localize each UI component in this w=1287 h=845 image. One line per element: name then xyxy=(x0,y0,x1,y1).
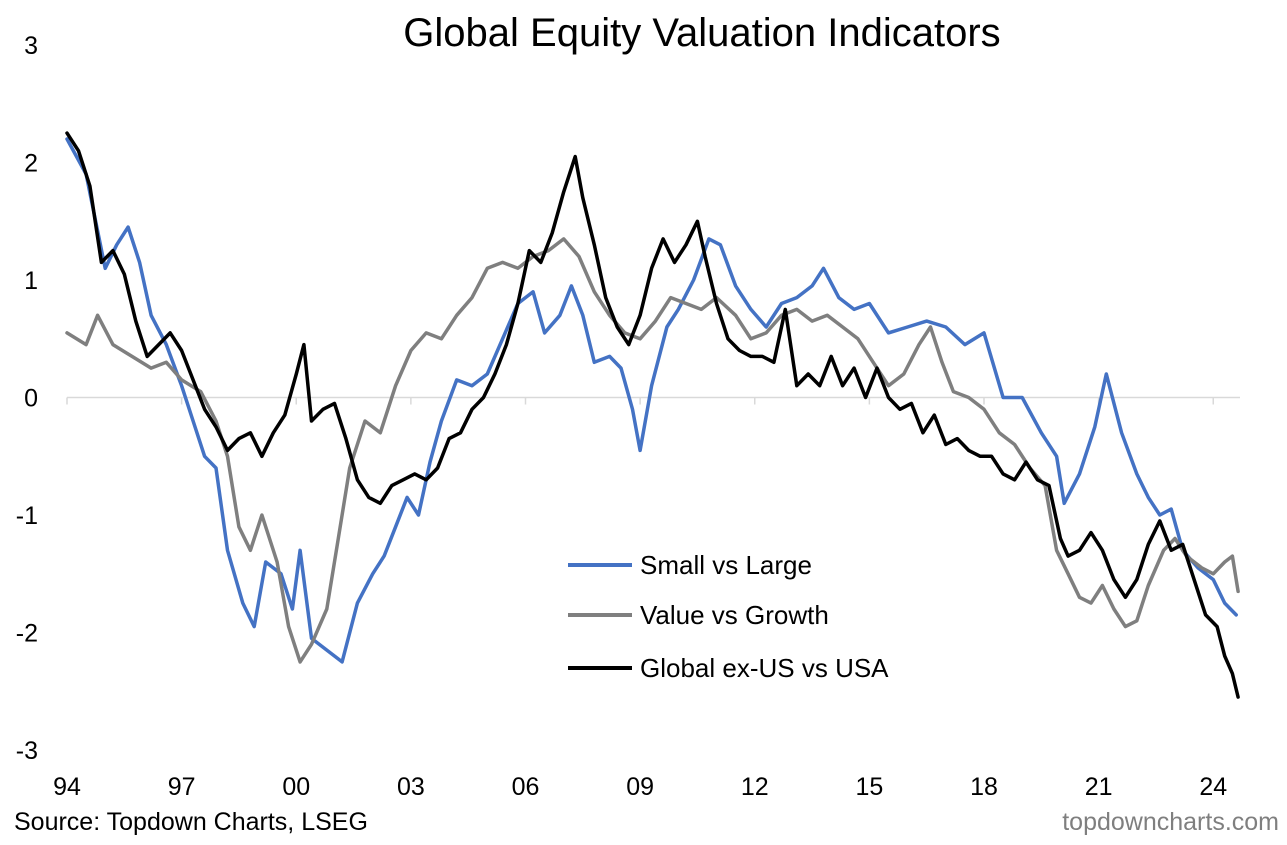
x-tick-label: 97 xyxy=(168,773,196,801)
y-tick-label: -1 xyxy=(16,502,38,530)
watermark-text: topdowncharts.com xyxy=(1062,808,1279,836)
y-axis-tick-labels: 3 2 1 0 -1 -2 -3 xyxy=(16,32,38,765)
legend: Small vs Large Value vs Growth Global ex-U… xyxy=(568,550,889,683)
source-note: Source: Topdown Charts, LSEG xyxy=(14,808,368,836)
y-tick-label: 3 xyxy=(24,32,38,60)
chart-title: Global Equity Valuation Indicators xyxy=(403,11,1000,55)
x-tick-label: 94 xyxy=(53,773,81,801)
y-tick-label: 0 xyxy=(24,385,38,413)
series-line-1 xyxy=(65,237,1240,664)
x-tick-label: 06 xyxy=(512,773,540,801)
x-tick-label: 15 xyxy=(855,773,883,801)
x-tick-label: 12 xyxy=(741,773,769,801)
series-line-0 xyxy=(65,137,1238,664)
x-axis-tick-marks xyxy=(66,397,1215,405)
y-tick-label: -2 xyxy=(16,620,38,648)
x-tick-label: 18 xyxy=(970,773,998,801)
legend-label: Global ex-US vs USA xyxy=(640,653,889,683)
y-tick-label: -3 xyxy=(16,737,38,765)
x-tick-label: 03 xyxy=(397,773,425,801)
series-lines xyxy=(65,131,1240,699)
series-line-2 xyxy=(65,131,1240,699)
x-axis-tick-labels: 94 97 00 03 06 09 12 15 18 21 24 xyxy=(53,773,1227,801)
x-tick-label: 09 xyxy=(626,773,654,801)
x-tick-label: 24 xyxy=(1199,773,1227,801)
x-tick-label: 21 xyxy=(1085,773,1113,801)
y-tick-label: 1 xyxy=(24,267,38,295)
x-tick-label: 00 xyxy=(282,773,310,801)
y-tick-label: 2 xyxy=(24,150,38,178)
legend-label: Small vs Large xyxy=(640,550,812,580)
legend-label: Value vs Growth xyxy=(640,600,829,630)
